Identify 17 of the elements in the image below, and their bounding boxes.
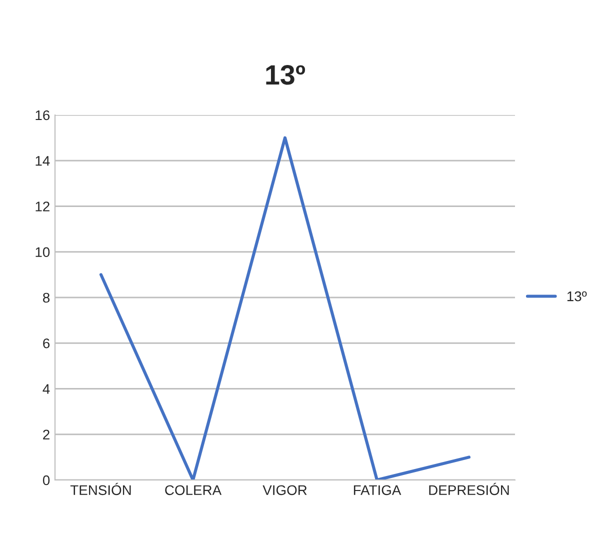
chart-title: 13º bbox=[266, 65, 306, 85]
y-tick-label: 4 bbox=[42, 384, 50, 394]
x-tick-label: FATIGA bbox=[354, 485, 402, 496]
y-tick-label: 8 bbox=[43, 292, 50, 303]
line-series bbox=[99, 136, 471, 480]
y-tick-label: 16 bbox=[36, 110, 50, 120]
y-tick-label: 6 bbox=[43, 338, 50, 348]
y-tick-label: 12 bbox=[36, 202, 50, 212]
legend-label: 13º bbox=[567, 291, 587, 302]
x-tick-label: TENSIÓN bbox=[70, 482, 131, 496]
x-tick-label: DEPRESIÓN bbox=[429, 482, 509, 496]
x-tick-label: COLERA bbox=[165, 485, 222, 496]
y-tick-label: 14 bbox=[36, 156, 50, 166]
y-tick-label: 10 bbox=[36, 247, 50, 258]
x-tick-label: VIGOR bbox=[262, 485, 307, 496]
y-tick-label: 0 bbox=[42, 475, 50, 486]
y-tick-label: 2 bbox=[43, 430, 50, 440]
